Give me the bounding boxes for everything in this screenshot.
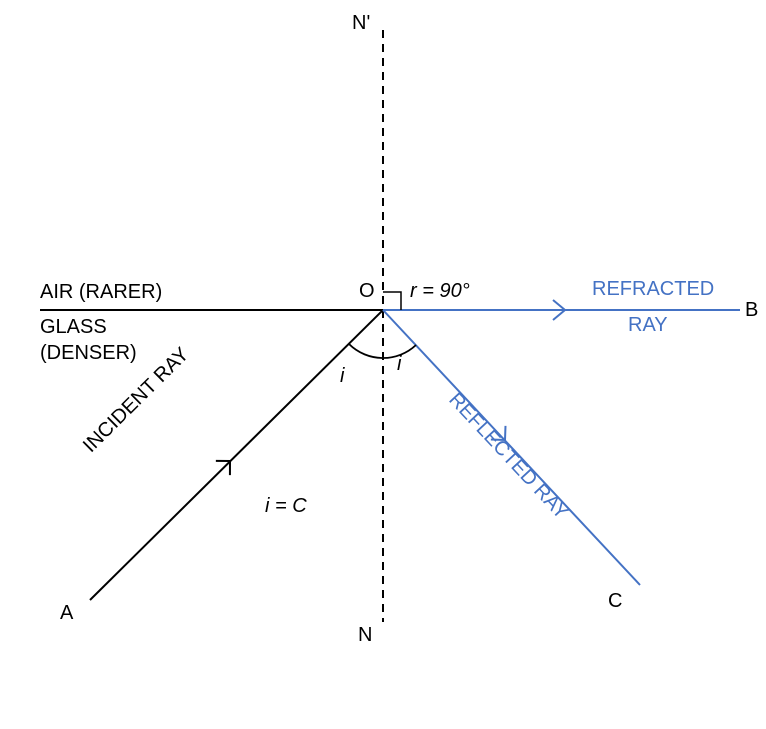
normal-bottom-label: N	[358, 624, 372, 647]
refracted-ray-label-1: REFRACTED	[592, 278, 714, 301]
angle-r-label: r = 90°	[410, 280, 470, 303]
refracted-ray-label-2: RAY	[628, 314, 668, 337]
angle-i-right-label: i	[397, 353, 401, 376]
medium-top-label: AIR (RARER)	[40, 281, 162, 304]
angle-i-left-label: i	[340, 365, 344, 388]
right-angle-marker	[383, 292, 401, 310]
point-o-label: O	[359, 280, 375, 303]
point-a-label: A	[60, 602, 73, 625]
medium-bottom-label-1: GLASS	[40, 316, 107, 339]
point-b-label: B	[745, 299, 758, 322]
angle-i-left-arc	[349, 344, 383, 358]
normal-top-label: N'	[352, 12, 370, 35]
critical-angle-label: i = C	[265, 495, 307, 518]
medium-bottom-label-2: (DENSER)	[40, 342, 137, 365]
point-c-label: C	[608, 590, 622, 613]
